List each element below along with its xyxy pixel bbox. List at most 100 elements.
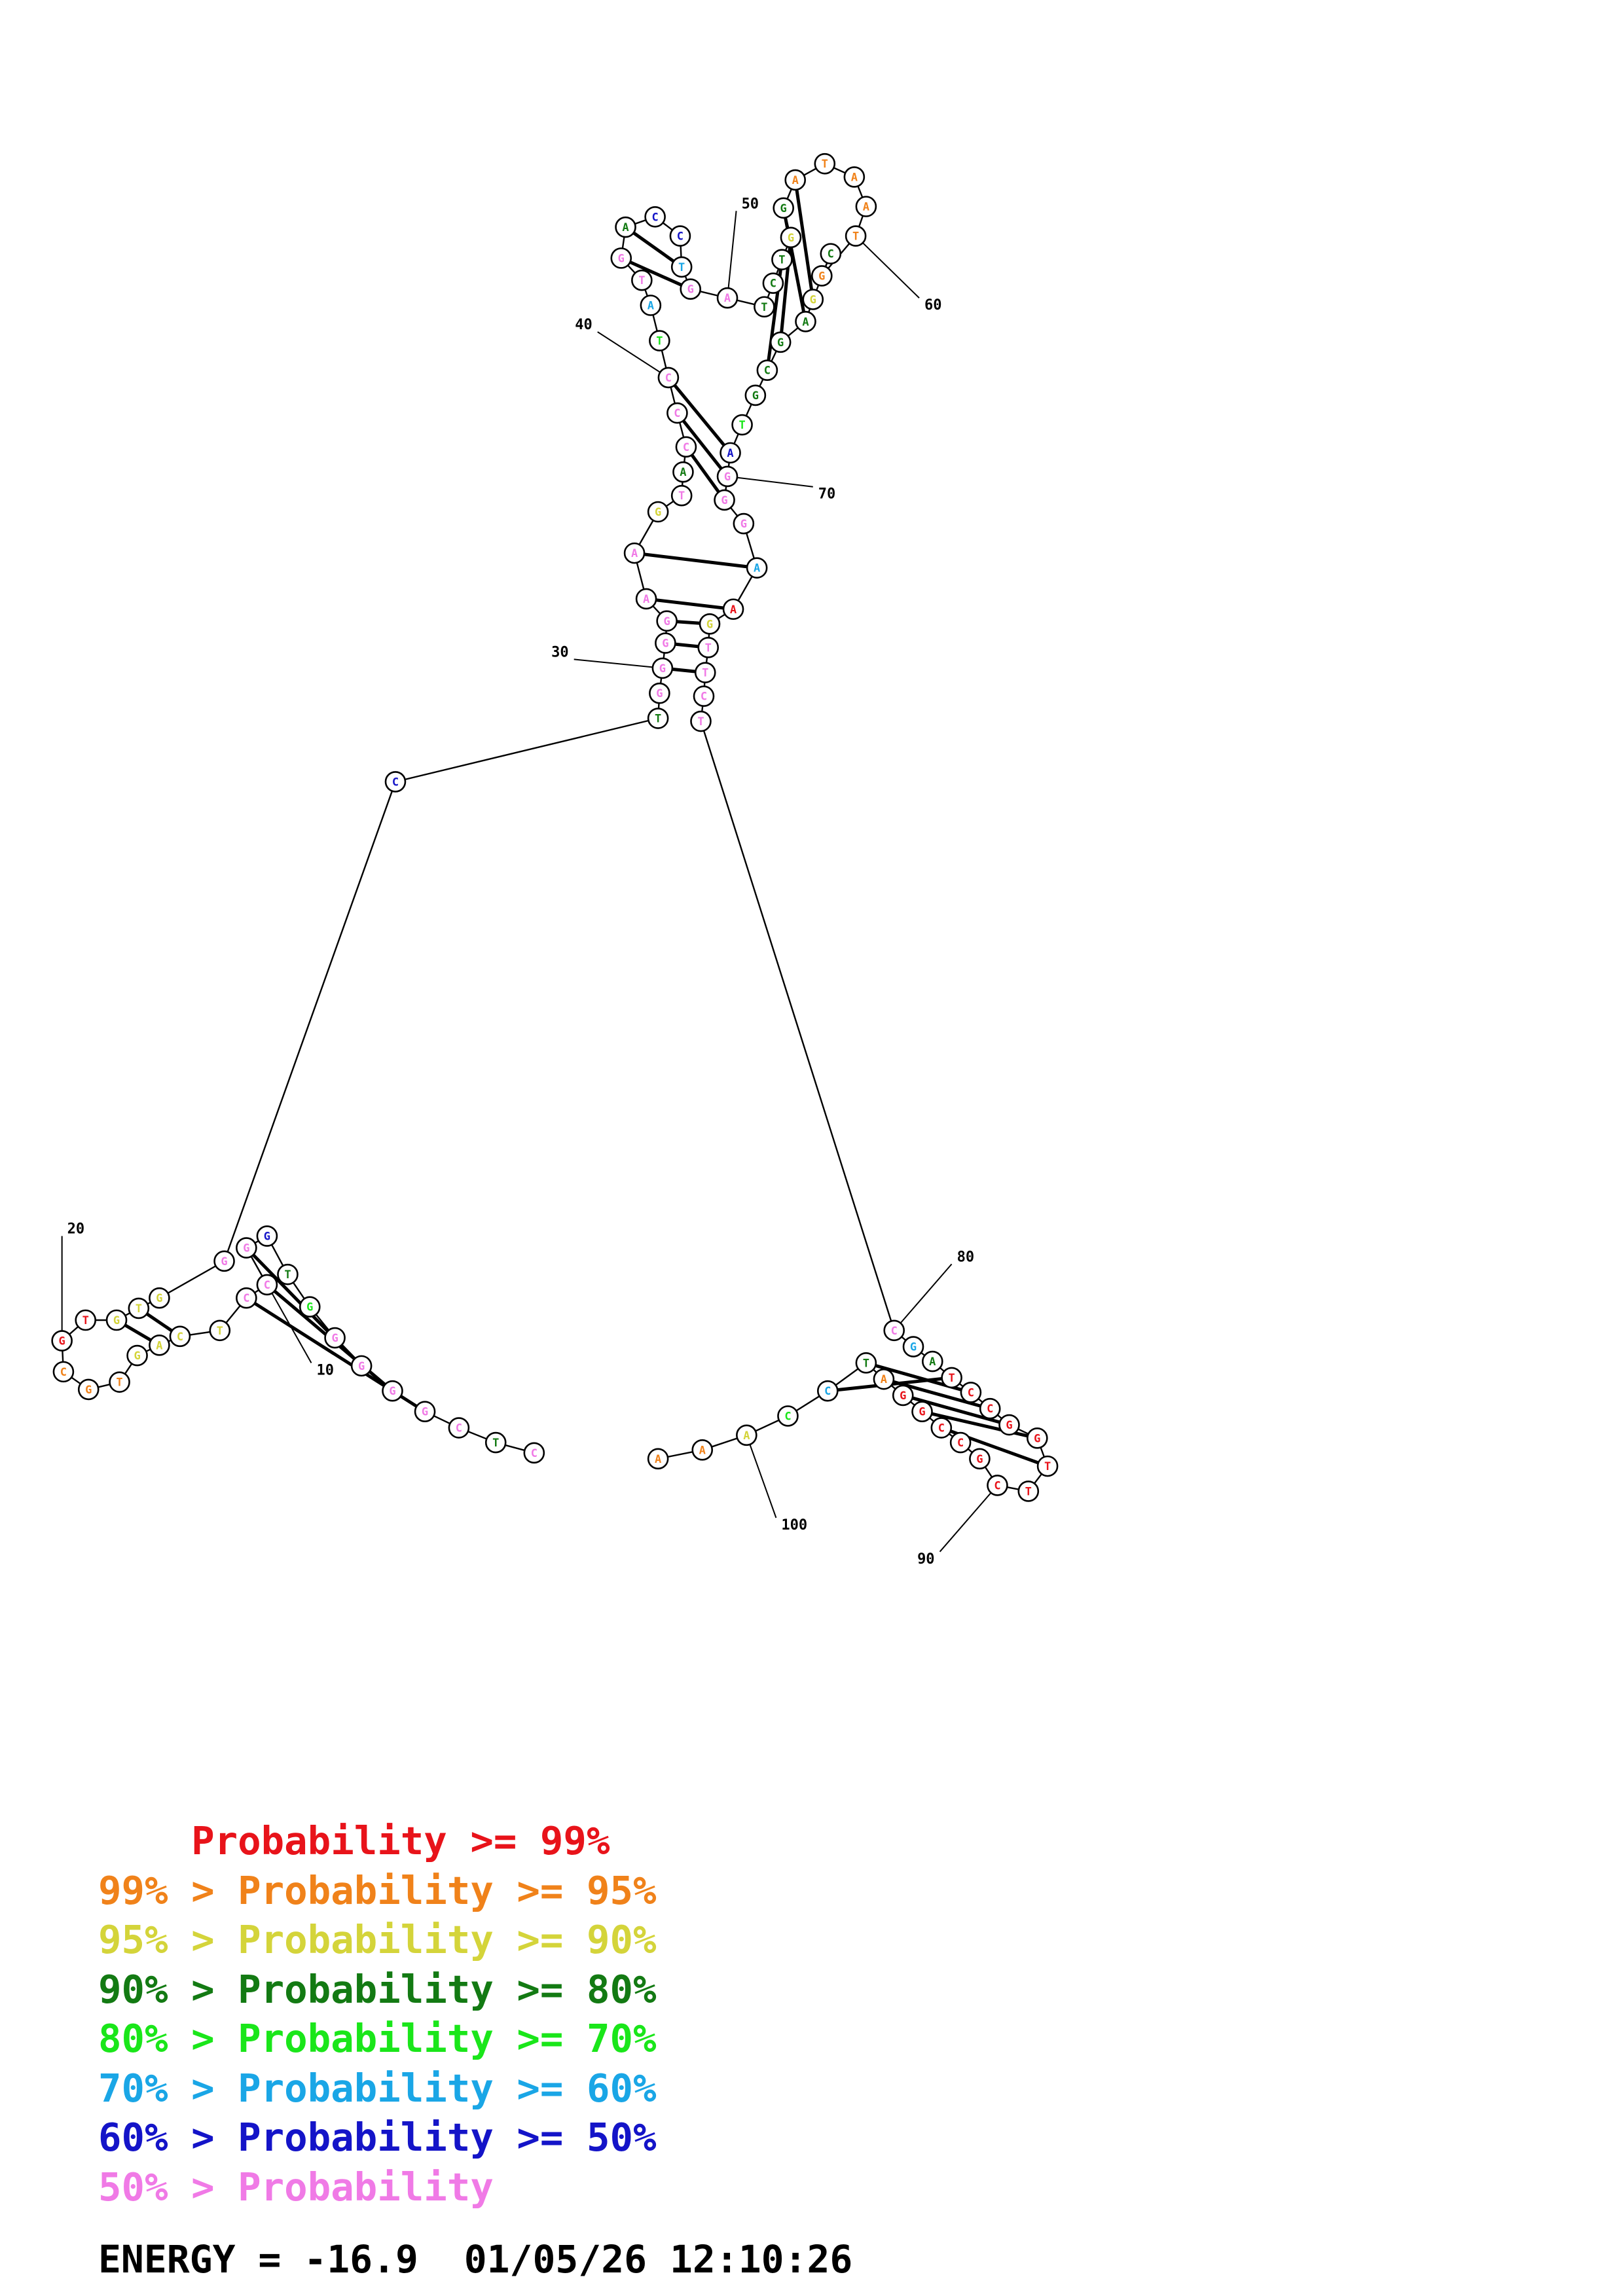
nucleotide-base-letter: T (778, 254, 785, 267)
nucleotide: G (892, 1384, 914, 1407)
nucleotide: C (820, 243, 842, 264)
base-pair-bond (684, 446, 726, 501)
nucleotide: A (921, 1350, 943, 1372)
nucleotide: T (845, 225, 867, 247)
nucleotide: G (998, 1414, 1020, 1436)
nucleotide: T (814, 152, 836, 175)
nucleotide-base-letter: G (1006, 1419, 1012, 1432)
nucleotide: G (256, 1225, 278, 1247)
nucleotide-circle (675, 436, 697, 458)
nucleotide: A (784, 169, 807, 191)
nucleotide: T (670, 484, 693, 507)
nucleotide-circle (236, 1287, 257, 1309)
nucleotide: C (960, 1382, 982, 1403)
date-stamp: 01/05/26 (464, 2237, 647, 2282)
nucleotide-circle (855, 196, 877, 217)
nucleotide-circle (746, 557, 768, 579)
nucleotide-circle (666, 402, 688, 424)
nucleotide-base-letter: G (1034, 1432, 1040, 1445)
legend-text: Probability (238, 2164, 494, 2210)
nucleotide: C (384, 771, 407, 793)
nucleotide-base-letter: T (492, 1437, 499, 1450)
nucleotide-circle (635, 588, 657, 610)
nucleotide-circle (1036, 1455, 1059, 1477)
nucleotide-base-letter: G (777, 336, 784, 350)
nucleotide-circle (670, 484, 693, 507)
nucleotide-circle (256, 1274, 278, 1296)
nucleotide-base-letter: C (784, 1410, 791, 1423)
nucleotide-circle (623, 542, 646, 564)
nucleotide-circle (756, 359, 778, 381)
nucleotide: C (949, 1431, 972, 1454)
legend-row: 80% > Probability >= 70% (98, 2014, 657, 2064)
nucleotide-circle (656, 610, 678, 632)
nucleotide: T (731, 414, 753, 436)
nucleotide: C (979, 1397, 1001, 1420)
nucleotide-base-letter: C (968, 1386, 974, 1399)
nucleotide: G (149, 1287, 170, 1309)
nucleotide-circle (128, 1297, 150, 1319)
legend-row: 70% > Probability >= 60% (98, 2064, 657, 2113)
base-pair-bond (676, 412, 729, 478)
nucleotide-base-letter: G (59, 1335, 65, 1348)
nucleotide: C (883, 1319, 905, 1342)
nucleotide-base-letter: A (699, 1444, 706, 1457)
nucleotide-base-letter: G (655, 506, 661, 519)
nucleotide: C (256, 1274, 278, 1296)
nucleotide: A (855, 196, 877, 217)
nucleotide-base-letter: T (638, 274, 645, 287)
position-label: 60 (924, 297, 942, 314)
nucleotide-circle (814, 152, 836, 175)
nucleotide: G (802, 289, 824, 310)
nucleotide: C (657, 367, 680, 389)
position-label: 90 (917, 1551, 935, 1568)
nucleotide: G (610, 247, 632, 269)
nucleotide-circle (448, 1417, 470, 1439)
nucleotide: T (209, 1319, 231, 1342)
nucleotide: C (816, 1380, 839, 1402)
nucleotide-base-letter: G (656, 687, 663, 700)
nucleotide-base-letter: C (957, 1437, 964, 1450)
nucleotide: T (754, 296, 775, 318)
nucleotide-base-letter: T (82, 1314, 89, 1327)
nucleotide-base-letter: T (822, 158, 828, 171)
nucleotide: A (722, 598, 744, 620)
nucleotide-circle (523, 1442, 545, 1464)
nucleotide-circle (720, 442, 741, 464)
nucleotide-base-letter: G (706, 618, 713, 631)
nucleotide: G (350, 1355, 373, 1377)
nucleotide: G (324, 1327, 346, 1349)
nucleotide-circle (771, 249, 793, 270)
nucleotide: C (762, 272, 784, 294)
nucleotide-base-letter: G (389, 1385, 395, 1398)
legend-text: Probability >= 90% (238, 1917, 657, 1962)
nucleotide-base-letter: A (802, 315, 809, 329)
nucleotide: G (649, 682, 670, 704)
nucleotide: T (649, 330, 670, 351)
legend-row: Probability >= 99% (98, 1816, 657, 1866)
base-pair-bond (782, 207, 807, 322)
nucleotide: A (843, 166, 866, 188)
nucleotide-base-letter: T (761, 301, 767, 314)
backbone-segment (395, 717, 659, 783)
nucleotide-circle (52, 1361, 75, 1383)
nucleotide-base-letter: C (701, 691, 707, 704)
nucleotide: T (631, 269, 653, 291)
legend-prefix: 70% > (98, 2065, 238, 2111)
nucleotide-circle (769, 331, 792, 353)
nucleotide-base-letter: C (938, 1422, 945, 1435)
nucleotide-circle (777, 1405, 799, 1427)
nucleotide-circle (77, 1378, 100, 1401)
nucleotide: A (672, 461, 694, 483)
nucleotide-base-letter: G (659, 662, 666, 675)
nucleotide-circle (820, 243, 842, 264)
nucleotide: C (448, 1417, 470, 1439)
nucleotide: T (670, 256, 693, 278)
nucleotide: G (51, 1330, 73, 1352)
nucleotide: C (987, 1475, 1008, 1496)
nucleotide: G (714, 489, 735, 511)
nucleotide-circle (921, 1350, 943, 1372)
nucleotide-circle (213, 1250, 235, 1272)
nucleotide-base-letter: T (705, 641, 712, 655)
